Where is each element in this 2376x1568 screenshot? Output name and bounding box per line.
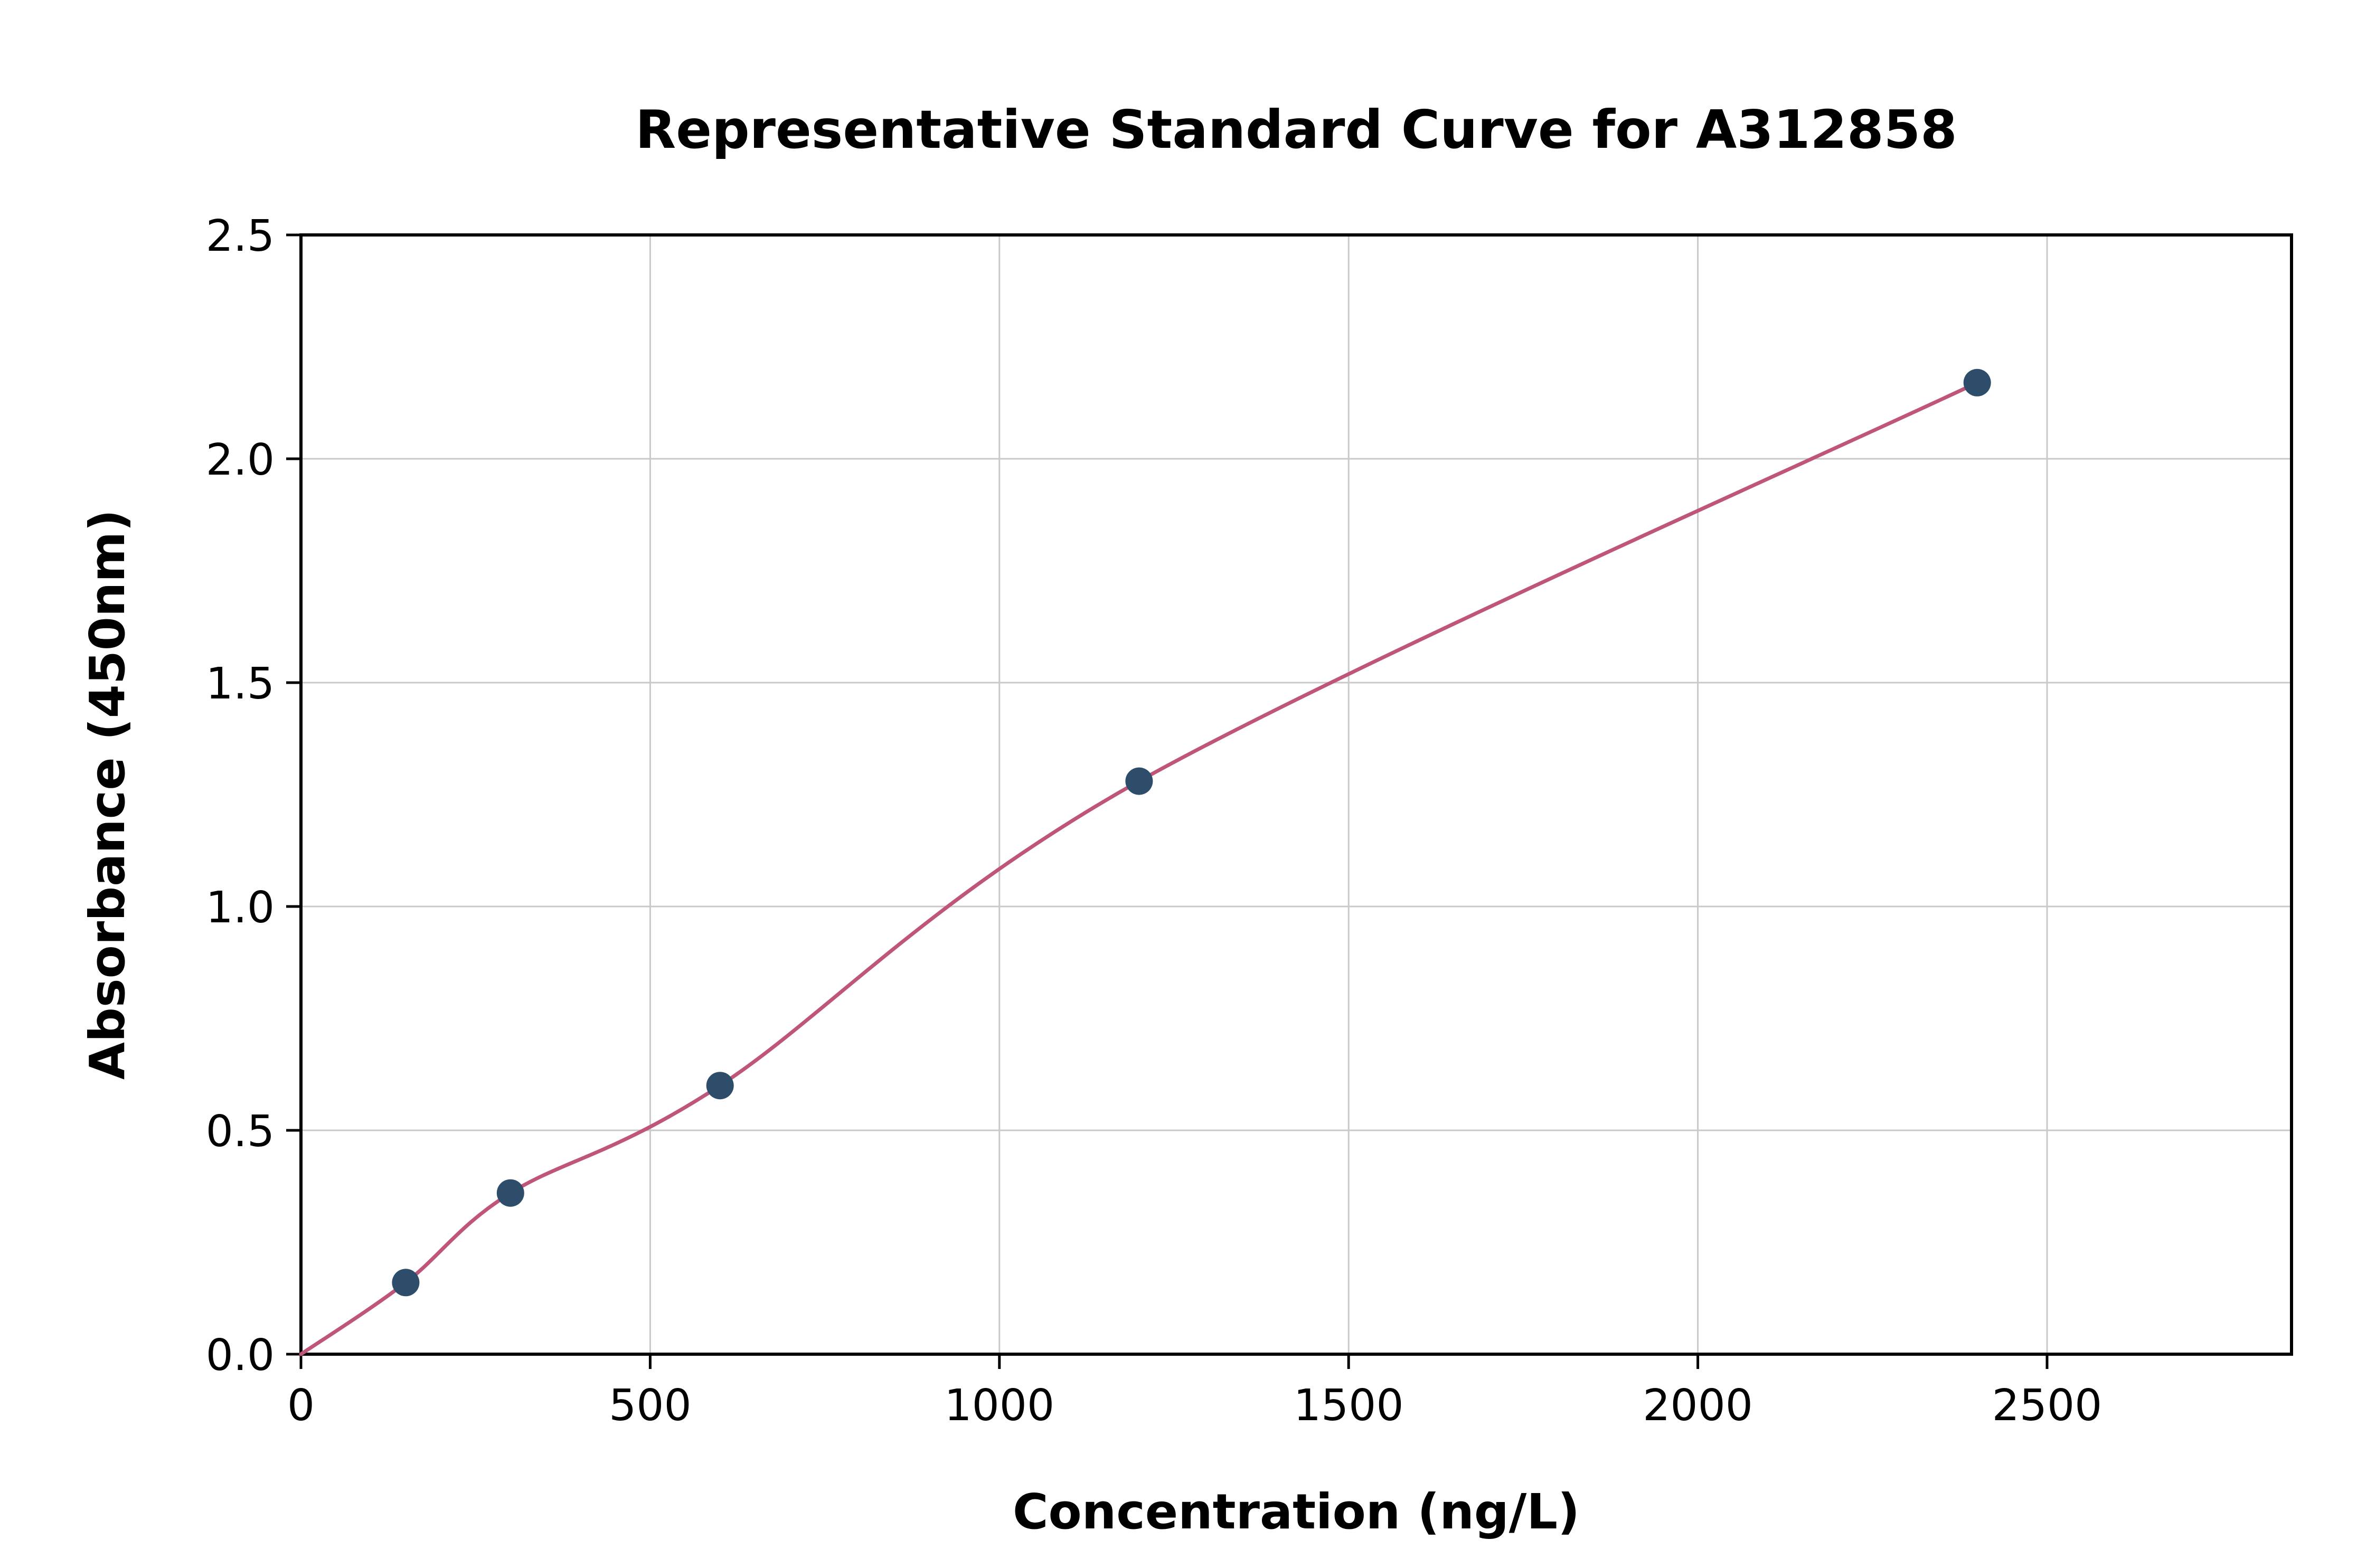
x-tick-label: 500 <box>609 1381 692 1431</box>
chart-title: Representative Standard Curve for A31285… <box>635 99 1957 160</box>
data-point-marker <box>1125 767 1153 795</box>
data-point-marker <box>392 1269 420 1297</box>
y-tick-label: 1.0 <box>206 883 275 933</box>
data-point-marker <box>496 1179 524 1207</box>
data-point-marker <box>706 1072 734 1100</box>
x-tick-label: 2000 <box>1643 1381 1753 1431</box>
y-tick-label: 1.5 <box>206 659 275 709</box>
y-tick-label: 2.5 <box>206 211 275 261</box>
data-point-marker <box>1963 369 1991 396</box>
fit-curve <box>299 381 1979 1356</box>
y-tick-label: 0.0 <box>206 1330 275 1381</box>
y-tick-label: 0.5 <box>206 1107 275 1157</box>
x-tick-label: 1500 <box>1294 1381 1404 1431</box>
x-axis-label: Concentration (ng/L) <box>1013 1484 1580 1540</box>
x-tick-label: 2500 <box>1992 1381 2102 1431</box>
x-tick-label: 1000 <box>944 1381 1054 1431</box>
x-tick-label: 0 <box>287 1381 315 1431</box>
plot-area: 0 500 1000 1500 2000 2500 0.0 0.5 1.0 1.5 2.0 2.5 <box>206 211 2293 1431</box>
axes-frame <box>299 233 2293 1356</box>
y-axis-label: Absorbance (450nm) <box>79 509 136 1080</box>
y-tick-label: 2.0 <box>206 435 275 485</box>
